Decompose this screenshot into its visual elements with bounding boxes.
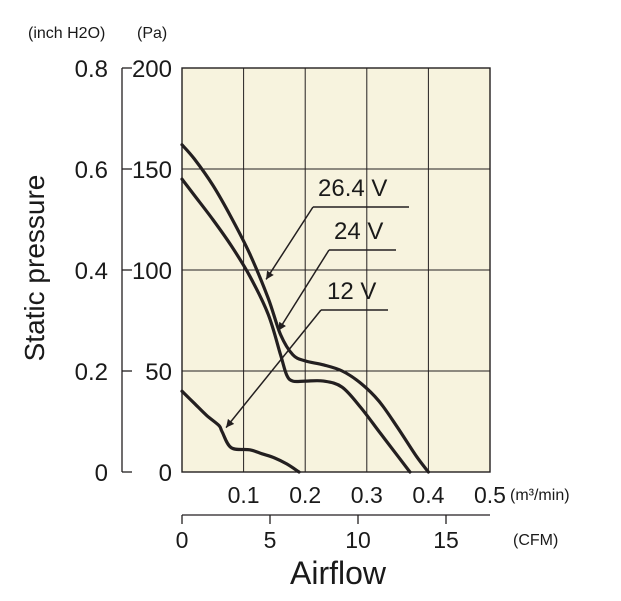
x-unit-primary-label: (m³/min) — [510, 487, 570, 504]
cfm-tick-label: 15 — [433, 527, 459, 553]
x-axis-title: Airflow — [290, 555, 387, 591]
secondary-y-tick-label: 0.8 — [75, 56, 108, 83]
annotation-label: 12 V — [327, 278, 376, 305]
series-lines — [180, 143, 430, 474]
cfm-tick-label: 10 — [345, 527, 371, 553]
y-tick-label: 50 — [145, 359, 172, 386]
annotation-arrow — [265, 206, 314, 280]
annotation-label: 26.4 V — [318, 175, 387, 202]
series-line-24-v — [180, 177, 412, 474]
y-axis-title: Static pressure — [19, 175, 50, 362]
x-tick-label: 0.4 — [412, 482, 444, 508]
x-unit-secondary-label: (CFM) — [513, 532, 558, 549]
y-tick-label: 0 — [159, 460, 172, 487]
annotation-label: 24 V — [334, 218, 383, 245]
labels: (inch H2O) (Pa) (m³/min) (CFM) Static pr… — [19, 25, 570, 591]
series-line-264-v — [180, 143, 430, 474]
x-tick-label: 0.3 — [351, 482, 383, 508]
x-tick-label: 0.5 — [474, 482, 506, 508]
secondary-y-tick-label: 0 — [95, 460, 108, 487]
series-line-12-v — [180, 389, 301, 474]
secondary-y-tick-label: 0.6 — [75, 157, 108, 184]
y-unit-primary-label: (Pa) — [137, 25, 167, 42]
x-tick-label: 0.2 — [289, 482, 321, 508]
annotations: 26.4 V 24 V 12 V — [225, 175, 409, 429]
annotation-arrow — [225, 309, 322, 429]
y-tick-label: 100 — [132, 258, 172, 285]
y-tick-label: 150 — [132, 157, 172, 184]
annotation-arrow — [277, 249, 330, 332]
x-tick-label: 0.1 — [228, 482, 260, 508]
cfm-tick-label: 5 — [264, 527, 277, 553]
cfm-tick-label: 0 — [176, 527, 189, 553]
y-unit-secondary-label: (inch H2O) — [28, 25, 105, 42]
secondary-y-tick-label: 0.4 — [75, 258, 108, 285]
y-tick-label: 200 — [132, 56, 172, 83]
secondary-y-tick-label: 0.2 — [75, 359, 108, 386]
